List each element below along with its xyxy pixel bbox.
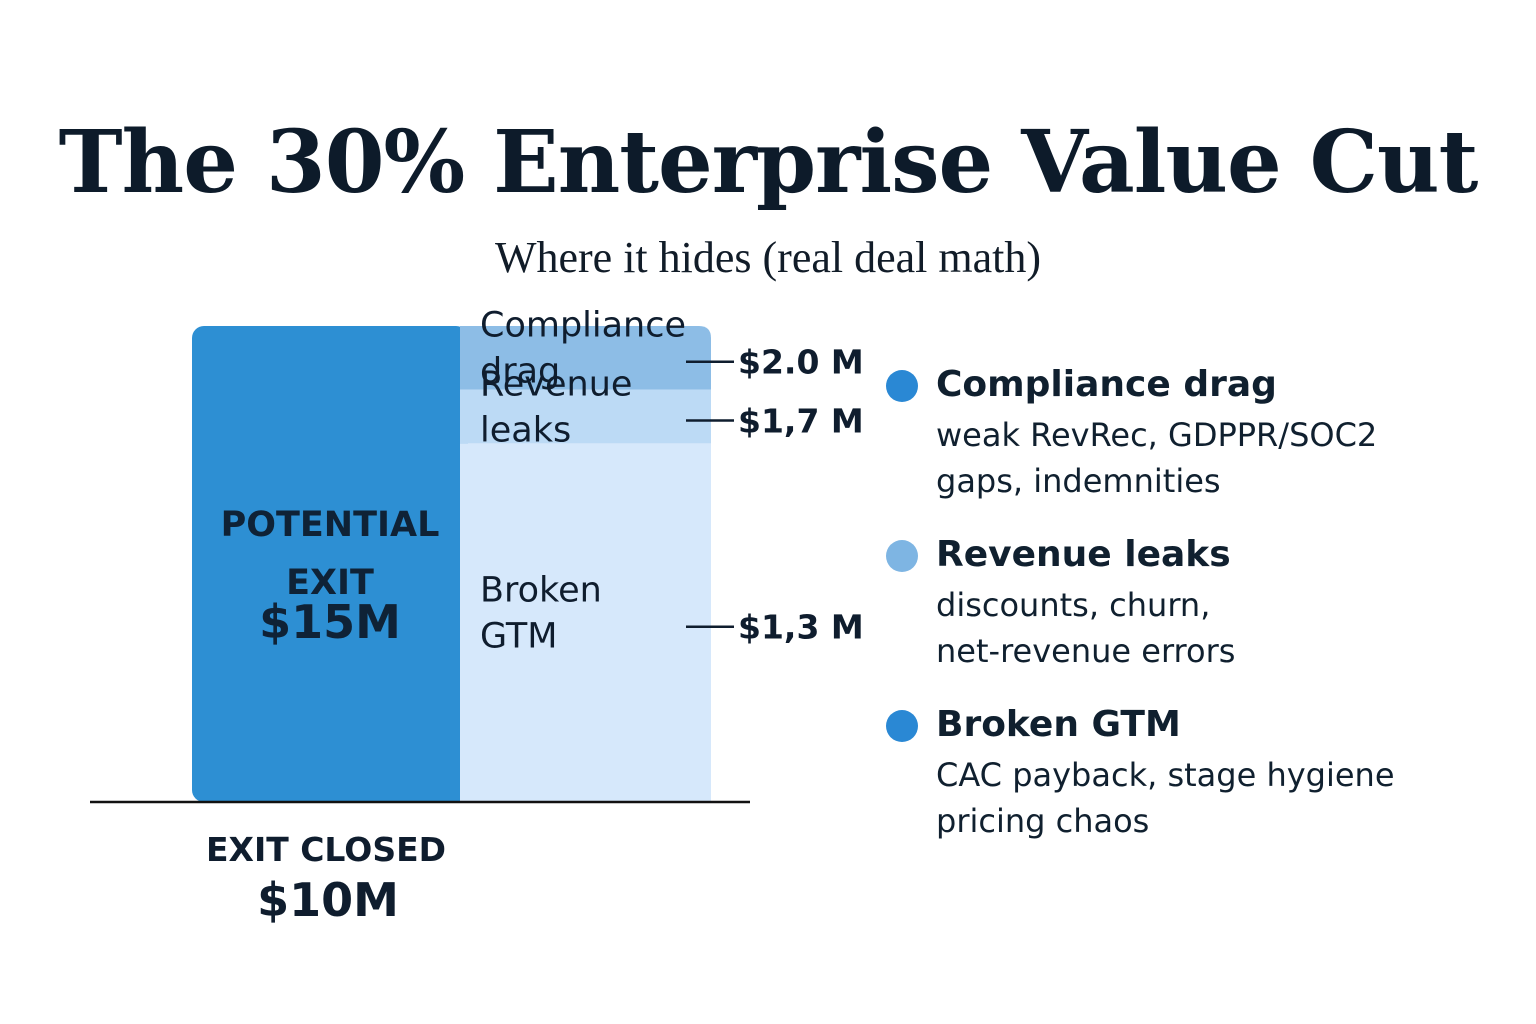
segment-value-label: $1,7 M [738, 401, 864, 440]
legend-label: Compliance drag [936, 364, 1277, 405]
legend: Compliance drag weak RevRec, GDPPR/SOC2 … [886, 360, 1506, 870]
chart-title: The 30% Enterprise Value Cut [58, 112, 1479, 213]
legend-dot-icon [886, 540, 918, 572]
legend-dot-icon [886, 710, 918, 742]
segment-label: Broken [480, 571, 602, 611]
legend-dot-icon [886, 370, 918, 402]
segment-label: Compliance [480, 306, 686, 346]
legend-description: discounts, churn, net-revenue errors [936, 586, 1236, 670]
exit-closed-value: $10M [257, 873, 399, 927]
potential-exit-label: POTENTIAL [221, 505, 440, 545]
chart-subtitle: Where it hides (real deal math) [494, 233, 1042, 282]
legend-label: Broken GTM [936, 704, 1181, 745]
legend-item-revenue: Revenue leaks discounts, churn, net-reve… [886, 530, 1506, 674]
potential-exit-bar [192, 326, 468, 802]
segment-label: Revenue [480, 364, 632, 404]
legend-item-compliance: Compliance drag weak RevRec, GDPPR/SOC2 … [886, 360, 1506, 504]
legend-description: weak RevRec, GDPPR/SOC2 gaps, indemnitie… [936, 416, 1378, 500]
potential-exit-label: EXIT [286, 563, 374, 603]
segment-value-label: $1,3 M [738, 608, 864, 647]
legend-description: CAC payback, stage hygiene pricing chaos [936, 756, 1395, 840]
segment-bar-broken-gtm [460, 443, 711, 802]
segment-label: GTM [480, 617, 557, 657]
segment-label: drag [480, 352, 560, 392]
legend-item-gtm: Broken GTM CAC payback, stage hygiene pr… [886, 700, 1506, 844]
segment-bar-revenue-leaks [460, 389, 711, 444]
legend-label: Revenue leaks [936, 534, 1231, 575]
potential-exit-value: $15M [259, 595, 401, 649]
exit-closed-label: EXIT CLOSED [206, 830, 446, 869]
segment-value-label: $2.0 M [738, 343, 864, 382]
segment-bar-compliance-drag [460, 326, 711, 390]
